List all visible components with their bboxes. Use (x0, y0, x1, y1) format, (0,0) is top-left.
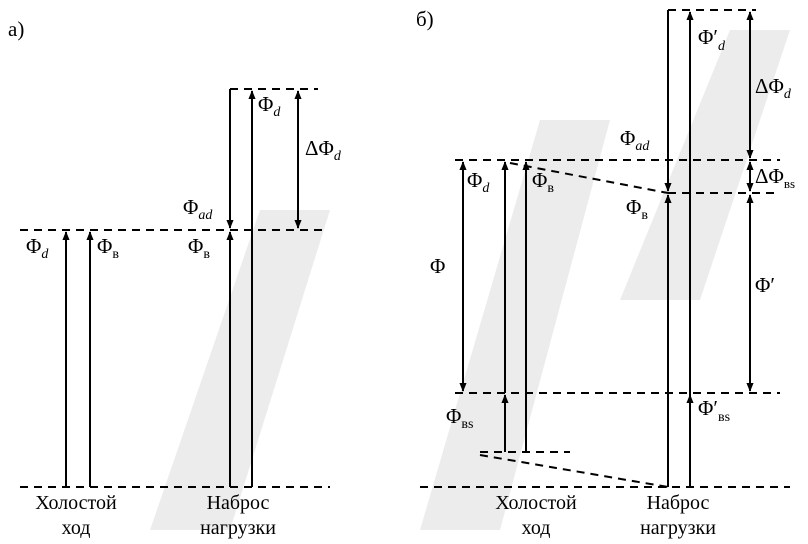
label-phi-d-idle-a: Φd (26, 234, 49, 262)
label-phi-v-load-b: Φв (626, 195, 648, 223)
label-delta-phi-d-b: ΔΦd (755, 74, 792, 102)
caption-idle-line2-a: ход (62, 517, 91, 539)
caption-load-line1-b: Наброс (647, 492, 710, 514)
label-phi-vs-prime-b: Φ′вs (698, 396, 730, 425)
caption-idle-line1-b: Холостой (495, 492, 577, 514)
label-phi-v-load-a: Φв (188, 234, 210, 262)
panel-a-tag: а) (8, 17, 24, 41)
panel-b (420, 9, 790, 488)
label-delta-phi-vs-b: ΔΦвs (755, 164, 795, 191)
caption-load-line2-b: нагрузки (640, 517, 716, 539)
label-delta-phi-d-a: ΔΦd (305, 136, 342, 164)
caption-load-line1-a: Наброс (207, 492, 270, 514)
label-phi-d-prime-b: Φ′d (698, 25, 726, 54)
dashed-slant-bottom-b (479, 454, 669, 488)
caption-load-line2-a: нагрузки (200, 517, 276, 539)
caption-idle-line1-a: Холостой (35, 492, 117, 514)
label-phi-d-top-a: Φd (258, 92, 281, 120)
label-phi-b: Φ (430, 254, 445, 278)
watermark (150, 30, 790, 530)
caption-idle-line2-b: ход (522, 517, 551, 539)
panel-b-tag: б) (416, 7, 434, 31)
label-phi-ad-a: Φad (183, 195, 213, 223)
panel-a (20, 88, 330, 488)
label-phi-vs-b: Φвs (446, 404, 473, 432)
label-phi-ad-b: Φad (620, 126, 650, 154)
panel-a-labels: а) Φd Φв Φd ΔΦd Φad Φв Холостой ход Набр… (8, 17, 342, 539)
label-phi-v-idle-a: Φв (97, 234, 119, 262)
label-phi-d-b: Φd (467, 168, 490, 196)
label-phi-v-b: Φв (532, 168, 554, 196)
panel-b-labels: б) Φ′d ΔΦd Φad ΔΦвs Φd Φв Φв Φ Φ′ Φвs Φ′… (416, 7, 795, 539)
label-phi-prime-b: Φ′ (755, 273, 775, 297)
